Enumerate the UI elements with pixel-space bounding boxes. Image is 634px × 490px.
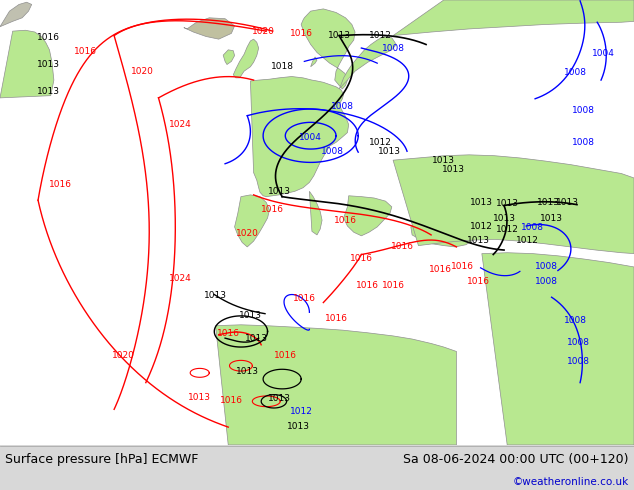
Text: 1013: 1013 — [328, 31, 351, 40]
Polygon shape — [301, 9, 355, 89]
Polygon shape — [223, 50, 235, 65]
Text: 1020: 1020 — [112, 351, 135, 361]
Text: 1016: 1016 — [290, 29, 313, 38]
Text: 1016: 1016 — [382, 281, 404, 290]
Text: 1013: 1013 — [236, 367, 259, 376]
Text: 1024: 1024 — [169, 273, 192, 283]
Text: 1016: 1016 — [293, 294, 316, 303]
Text: 1013: 1013 — [204, 292, 227, 300]
Polygon shape — [393, 155, 634, 254]
Polygon shape — [309, 191, 322, 235]
Polygon shape — [344, 196, 392, 236]
Text: 1016: 1016 — [217, 329, 240, 338]
Text: 1016: 1016 — [274, 351, 297, 361]
FancyBboxPatch shape — [0, 445, 634, 490]
Text: 1013: 1013 — [287, 422, 309, 431]
Text: 1013: 1013 — [188, 393, 211, 402]
Text: 1004: 1004 — [592, 49, 615, 58]
Text: 1008: 1008 — [567, 338, 590, 347]
Polygon shape — [339, 36, 396, 89]
Text: 1012: 1012 — [496, 225, 519, 234]
Text: 1008: 1008 — [321, 147, 344, 156]
Text: 1016: 1016 — [37, 33, 60, 42]
Text: ©weatheronline.co.uk: ©weatheronline.co.uk — [513, 477, 629, 487]
Text: Surface pressure [hPa] ECMWF: Surface pressure [hPa] ECMWF — [5, 453, 198, 466]
Text: 1012: 1012 — [369, 138, 392, 147]
Text: 1008: 1008 — [572, 106, 595, 115]
Polygon shape — [393, 0, 634, 36]
Text: 1008: 1008 — [382, 45, 404, 53]
Text: 1008: 1008 — [564, 68, 587, 76]
Text: 1013: 1013 — [556, 198, 579, 207]
Polygon shape — [250, 76, 349, 196]
Text: 1016: 1016 — [467, 277, 490, 286]
Text: 1008: 1008 — [521, 223, 544, 232]
Text: 1016: 1016 — [391, 243, 414, 251]
Polygon shape — [0, 2, 32, 26]
Text: 1004: 1004 — [299, 133, 322, 143]
Text: 1008: 1008 — [331, 102, 354, 111]
Polygon shape — [235, 195, 269, 247]
Text: 1008: 1008 — [564, 316, 587, 325]
Text: 1013: 1013 — [537, 198, 560, 207]
Polygon shape — [216, 325, 456, 445]
Text: 1013: 1013 — [432, 156, 455, 165]
Text: 1013: 1013 — [268, 187, 290, 196]
Text: 1016: 1016 — [325, 314, 347, 322]
Text: 1020: 1020 — [236, 229, 259, 238]
Text: 1016: 1016 — [49, 180, 72, 189]
Polygon shape — [482, 253, 634, 445]
Text: 1013: 1013 — [268, 393, 290, 403]
Text: 1008: 1008 — [567, 357, 590, 366]
Text: 1018: 1018 — [271, 62, 294, 71]
Text: 1016: 1016 — [350, 253, 373, 263]
Polygon shape — [311, 57, 317, 67]
Text: 1013: 1013 — [540, 215, 563, 223]
Text: 1008: 1008 — [572, 138, 595, 147]
Text: 1024: 1024 — [169, 120, 192, 129]
Polygon shape — [411, 223, 476, 247]
Polygon shape — [233, 39, 259, 78]
Text: 1016: 1016 — [356, 281, 379, 290]
Text: 1016: 1016 — [334, 216, 357, 225]
Text: 1012: 1012 — [369, 31, 392, 40]
Polygon shape — [184, 18, 235, 39]
Text: 1016: 1016 — [451, 263, 474, 271]
Text: 1013: 1013 — [245, 334, 268, 343]
Text: 1016: 1016 — [74, 47, 97, 56]
Text: 1013: 1013 — [470, 198, 493, 207]
Text: 1016: 1016 — [261, 205, 284, 214]
Text: 1016: 1016 — [220, 396, 243, 405]
Text: 1016: 1016 — [429, 265, 452, 274]
Text: 1013: 1013 — [442, 165, 465, 173]
Polygon shape — [0, 30, 54, 98]
Text: 1013: 1013 — [496, 199, 519, 208]
Text: 1012: 1012 — [516, 236, 539, 245]
Text: 1013: 1013 — [467, 236, 490, 245]
Text: 1020: 1020 — [131, 67, 154, 75]
Text: 1013: 1013 — [378, 147, 401, 156]
Text: 1013: 1013 — [239, 311, 262, 320]
Text: 1012: 1012 — [290, 407, 313, 416]
Text: 1013: 1013 — [37, 60, 60, 69]
Text: 1008: 1008 — [535, 263, 558, 271]
Text: 1013: 1013 — [37, 87, 60, 96]
Text: 1012: 1012 — [470, 222, 493, 231]
Text: 1020: 1020 — [252, 26, 275, 36]
Text: 1013: 1013 — [493, 214, 515, 222]
Text: Sa 08-06-2024 00:00 UTC (00+120): Sa 08-06-2024 00:00 UTC (00+120) — [403, 453, 629, 466]
Text: 1008: 1008 — [535, 277, 558, 286]
